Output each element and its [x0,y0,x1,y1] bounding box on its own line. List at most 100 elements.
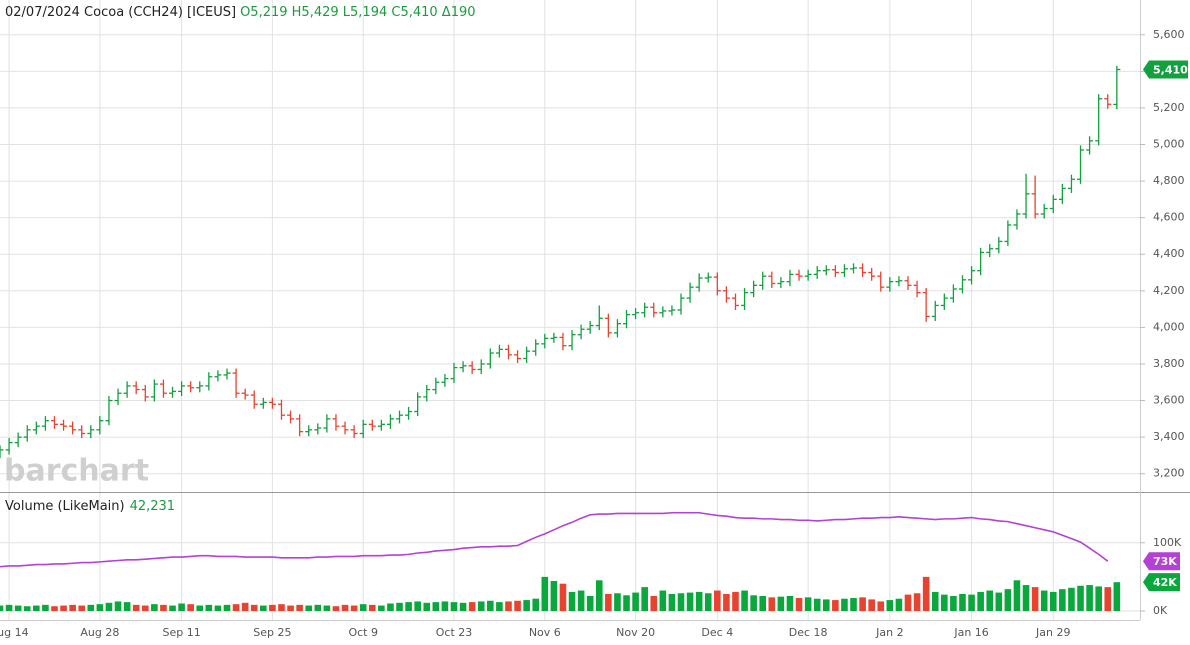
x-tick-label: Sep 11 [162,626,200,639]
volume-bar [151,604,158,611]
volume-bar [423,602,431,611]
volume-bar [414,601,421,611]
volume-bar [1077,585,1084,611]
average-line [0,511,1109,568]
volume-bar [832,600,839,611]
volume-bar [968,594,975,611]
volume-bar [950,595,957,611]
y-tick-label: 5,200 [1153,101,1185,114]
volume-bar [387,603,394,611]
volume-bar [477,601,485,611]
volume-bar [241,602,249,611]
volume-bar [877,601,885,611]
volume-bar [777,596,785,611]
volume-last: 42,231 [130,499,176,514]
volume-bar [1013,580,1021,611]
symbol: 02/07/2024 Cocoa (CCH24) [ICEUS] [5,5,236,20]
volume-bar [223,604,231,611]
watermark: barchart [4,454,149,489]
volume-bar [995,592,1003,611]
x-tick-label: Dec 18 [789,626,828,639]
volume-bar [196,605,204,611]
volume-bar [60,605,67,611]
volume-bar [132,604,140,611]
volume-bar [623,595,630,611]
volume-bar [160,604,167,611]
volume-bar [577,590,585,611]
volume-bar [686,592,694,611]
x-tick-label: Jan 29 [1035,626,1070,639]
volume-bar [432,602,440,611]
y-tick-label: 4,000 [1153,320,1185,333]
volume-title: Volume (LikeMain) [5,499,125,514]
x-tick-label: Dec 4 [701,626,733,639]
volume-bar [141,605,149,611]
volume-bar [232,604,240,611]
volume-bar [87,604,95,611]
marks [0,66,1121,611]
volume-bar [659,590,667,611]
volume-bar [532,598,540,611]
volume-bar [78,605,86,611]
volume-bar [813,598,821,611]
volume-bar [487,600,494,611]
volume-bar [786,595,794,611]
x-tick-label: Jan 2 [875,626,903,639]
volume-bar [1004,589,1012,611]
volume-bar [913,593,921,611]
volume-bar [904,594,912,611]
volume-bar [1113,582,1121,611]
y-tick-label: 0K [1153,604,1168,617]
x-tick-label: Oct 9 [348,626,378,639]
volume-bar [695,591,703,611]
volume-bar [841,598,848,611]
volume-bar [759,595,767,611]
quote: O5,219 H5,429 L5,194 C5,410 Δ190 [240,5,475,20]
volume-bar [441,601,449,611]
volume-bar [187,604,194,611]
volume-bar [396,602,403,611]
volume-bar [1031,587,1039,611]
volume-bar [359,604,367,611]
volume-bar [214,605,222,611]
volume-bar [986,590,994,611]
volume-bar [205,604,213,611]
volume-bar [1059,589,1066,611]
volume-bar [1022,585,1030,611]
price-tag [1143,60,1188,79]
volume-bar [405,602,412,611]
volume-bar [595,580,603,611]
volume-bar [250,604,258,611]
volume-bar [768,597,776,611]
volume-bar [568,591,576,611]
volume-bar [350,605,358,611]
volume-bar [550,580,558,611]
volume-bar [450,602,458,611]
volume-bar [868,599,875,611]
volume-bar [677,593,685,611]
value-tag-label: 73K [1153,555,1177,568]
y-tick-label: 4,600 [1153,211,1185,224]
volume-bar [750,595,757,611]
volume-bar [1086,585,1093,611]
volume-bar [14,605,22,611]
volume-bar [941,594,948,611]
volume-bar [704,593,712,611]
volume-bar [850,598,857,611]
price-tag-label: 5,410 [1153,64,1188,77]
y-tick-label: 3,400 [1153,430,1185,443]
y-tick-label: 3,600 [1153,394,1185,407]
volume-bar [178,603,185,611]
volume-bar [886,600,894,611]
volume-bar [169,605,176,611]
volume-bar [959,593,966,611]
volume-bar [123,602,131,611]
volume-bar [505,601,512,611]
x-tick-label: Sep 25 [253,626,291,639]
volume-bar [1040,590,1048,611]
volume-bar [341,604,349,611]
volume-bar [69,604,76,611]
volume-bar [922,576,930,611]
